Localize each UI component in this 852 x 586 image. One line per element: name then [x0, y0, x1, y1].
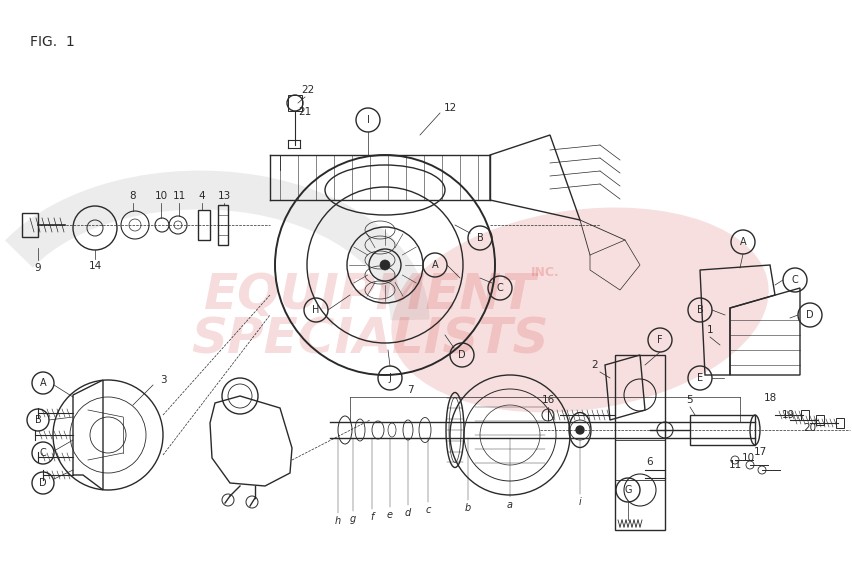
Text: 16: 16	[541, 395, 554, 405]
Text: g: g	[349, 514, 355, 524]
Text: 6: 6	[646, 457, 653, 467]
Text: 22: 22	[301, 85, 314, 95]
Text: 2: 2	[591, 360, 597, 370]
Text: 17: 17	[752, 447, 766, 457]
Text: 10: 10	[154, 191, 167, 201]
Text: C: C	[39, 448, 46, 458]
Text: 10: 10	[740, 453, 754, 463]
Text: INC.: INC.	[530, 265, 559, 278]
Text: F: F	[656, 335, 662, 345]
Text: 20: 20	[803, 423, 815, 433]
Text: D: D	[39, 478, 47, 488]
Text: 5: 5	[686, 395, 693, 405]
Text: EQUIPMENT: EQUIPMENT	[204, 271, 536, 319]
Text: A: A	[40, 378, 46, 388]
Text: H: H	[312, 305, 320, 315]
Text: B: B	[476, 233, 483, 243]
Text: 1: 1	[705, 325, 712, 335]
Text: 9: 9	[35, 263, 41, 273]
Text: 11: 11	[172, 191, 186, 201]
Text: A: A	[739, 237, 746, 247]
Text: 18: 18	[763, 393, 775, 403]
Text: d: d	[405, 508, 411, 518]
Text: b: b	[464, 503, 470, 513]
Text: FIG.  1: FIG. 1	[30, 35, 75, 49]
Text: A: A	[431, 260, 438, 270]
Text: SPECIALISTS: SPECIALISTS	[191, 316, 548, 364]
Text: 12: 12	[443, 103, 456, 113]
Ellipse shape	[391, 207, 768, 413]
Text: 7: 7	[406, 385, 413, 395]
Text: f: f	[370, 512, 373, 522]
Text: B: B	[35, 415, 42, 425]
Circle shape	[575, 426, 584, 434]
Text: E: E	[696, 373, 702, 383]
Text: D: D	[805, 310, 813, 320]
Text: e: e	[387, 510, 393, 520]
Text: h: h	[335, 516, 341, 526]
Text: B: B	[696, 305, 703, 315]
Text: 8: 8	[130, 191, 136, 201]
Text: 11: 11	[728, 460, 740, 470]
Text: 21: 21	[298, 107, 311, 117]
Circle shape	[379, 260, 389, 270]
Text: I: I	[366, 115, 369, 125]
Text: C: C	[791, 275, 797, 285]
Text: a: a	[506, 500, 512, 510]
Text: i: i	[578, 497, 581, 507]
Text: G: G	[624, 485, 631, 495]
Text: C: C	[496, 283, 503, 293]
Text: 4: 4	[199, 191, 205, 201]
Text: J: J	[389, 373, 391, 383]
Text: D: D	[458, 350, 465, 360]
Text: c: c	[425, 505, 430, 515]
Text: 14: 14	[89, 261, 101, 271]
Text: 3: 3	[159, 375, 166, 385]
Text: 13: 13	[217, 191, 230, 201]
Text: 19: 19	[780, 410, 794, 420]
